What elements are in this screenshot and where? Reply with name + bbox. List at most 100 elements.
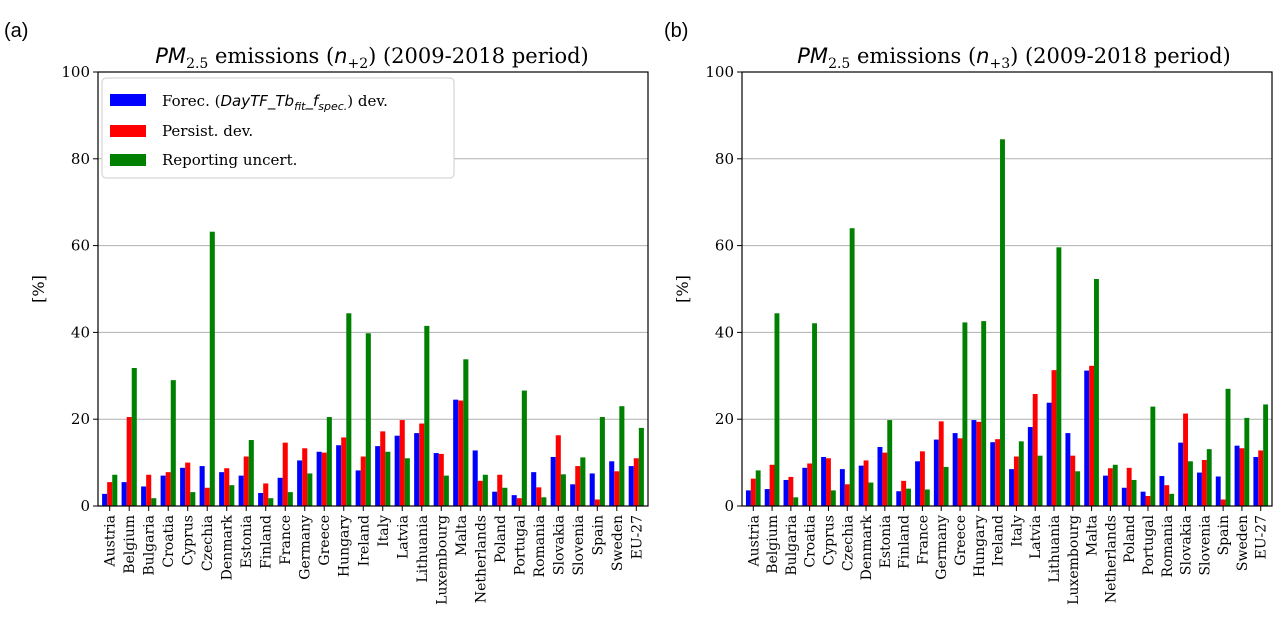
bar-persistence-romania xyxy=(1164,485,1170,506)
bar-forecast-france xyxy=(915,461,920,506)
y-tick-label: 40 xyxy=(715,323,734,341)
bar-persistence-italy xyxy=(1013,456,1019,506)
bar-persistence-portugal xyxy=(1145,496,1151,506)
bar-forecast-romania xyxy=(1159,476,1165,506)
x-tick-label-slovenia: Slovenia xyxy=(571,515,587,576)
bar-persistence-czechia xyxy=(204,487,210,506)
bar-forecast-bulgaria xyxy=(141,486,147,506)
bar-reporting-belgium xyxy=(774,313,780,506)
bar-persistence-czechia xyxy=(844,484,850,506)
bar-persistence-denmark xyxy=(863,460,869,506)
bar-reporting-finland xyxy=(906,488,911,506)
bar-persistence-cyprus xyxy=(185,462,191,506)
bar-forecast-netherlands xyxy=(1103,475,1108,506)
bar-forecast-finland xyxy=(258,492,264,506)
x-tick-label-luxembourg: Luxembourg xyxy=(434,515,450,605)
bar-reporting-malta xyxy=(1094,279,1099,506)
x-tick-label-czechia: Czechia xyxy=(200,515,216,571)
x-tick-label-finland: Finland xyxy=(897,515,913,569)
bar-persistence-greece xyxy=(957,438,963,506)
x-tick-label-france: France xyxy=(915,515,931,565)
bar-forecast-ireland xyxy=(355,470,361,506)
bar-reporting-france xyxy=(287,492,293,506)
bar-reporting-czechia xyxy=(849,228,855,507)
bar-reporting-lithuania xyxy=(424,325,430,506)
bar-forecast-cyprus xyxy=(821,456,827,506)
bar-reporting-finland xyxy=(268,498,274,506)
x-tick-label-malta: Malta xyxy=(454,515,470,556)
y-tick-label: 80 xyxy=(715,150,734,168)
y-tick-label: 100 xyxy=(61,63,90,81)
bar-reporting-cyprus xyxy=(830,490,836,506)
bar-persistence-eu-27 xyxy=(633,458,639,506)
bar-persistence-poland xyxy=(1126,467,1132,506)
bar-reporting-hungary xyxy=(346,313,352,506)
bar-reporting-eu-27 xyxy=(1263,404,1269,506)
x-tick-label-estonia: Estonia xyxy=(878,515,894,568)
bar-forecast-italy xyxy=(1009,469,1014,506)
bar-reporting-netherlands xyxy=(482,474,488,506)
bar-persistence-portugal xyxy=(516,498,522,506)
y-tick-label: 40 xyxy=(71,323,90,341)
x-tick-label-sweden: Sweden xyxy=(1235,515,1251,571)
y-tick-label: 20 xyxy=(71,410,90,428)
bar-reporting-croatia xyxy=(170,380,176,506)
bar-persistence-poland xyxy=(497,474,503,506)
x-tick-label-germany: Germany xyxy=(934,515,950,580)
x-tick-label-netherlands: Netherlands xyxy=(473,515,489,603)
panel-a-title: PM2.5 emissions (n+2) (2009-2018 period) xyxy=(155,44,588,72)
bar-reporting-ireland xyxy=(1000,139,1005,506)
legend-box xyxy=(101,77,455,179)
y-tick-label: 0 xyxy=(724,497,734,515)
x-tick-label-italy: Italy xyxy=(1009,515,1025,547)
bar-forecast-slovenia xyxy=(1197,472,1202,506)
bar-persistence-austria xyxy=(750,478,756,506)
bar-persistence-italy xyxy=(380,431,386,506)
panel-a-grid xyxy=(98,158,648,420)
bar-persistence-hungary xyxy=(341,437,347,506)
x-tick-label-lithuania: Lithuania xyxy=(1047,515,1063,583)
x-tick-label-croatia: Croatia xyxy=(161,515,177,568)
x-tick-label-malta: Malta xyxy=(1085,515,1101,556)
bar-persistence-slovenia xyxy=(575,466,581,506)
bar-reporting-belgium xyxy=(131,367,137,506)
bar-reporting-portugal xyxy=(521,390,527,506)
bar-forecast-latvia xyxy=(394,435,400,506)
bar-persistence-france xyxy=(919,451,925,506)
y-tick-label: 100 xyxy=(705,63,734,81)
bar-forecast-malta xyxy=(453,399,459,506)
bar-persistence-slovenia xyxy=(1201,460,1207,506)
bar-persistence-malta xyxy=(1089,365,1095,506)
y-tick-label: 80 xyxy=(71,150,90,168)
bar-reporting-romania xyxy=(541,497,547,506)
bar-forecast-belgium xyxy=(121,482,127,506)
bar-forecast-hungary xyxy=(336,445,342,506)
bar-forecast-greece xyxy=(952,433,958,506)
bar-forecast-austria xyxy=(102,493,108,506)
bar-forecast-sweden xyxy=(609,461,615,506)
bar-reporting-luxembourg xyxy=(443,475,449,506)
x-tick-label-eu-27: EU-27 xyxy=(1254,515,1270,559)
bar-reporting-latvia xyxy=(404,458,410,506)
x-tick-label-germany: Germany xyxy=(298,515,314,580)
bar-reporting-france xyxy=(924,489,930,506)
x-tick-label-latvia: Latvia xyxy=(395,515,411,559)
legend-swatch-forecast xyxy=(110,94,146,106)
bar-forecast-croatia xyxy=(160,475,166,506)
x-tick-label-romania: Romania xyxy=(532,515,548,577)
x-tick-label-italy: Italy xyxy=(376,515,392,547)
bar-forecast-spain xyxy=(1215,476,1221,506)
bar-persistence-belgium xyxy=(769,464,775,506)
bar-reporting-slovenia xyxy=(1206,449,1212,506)
bar-persistence-austria xyxy=(107,482,113,506)
panel-b-yticks: 0 20 40 60 80 100 xyxy=(705,63,742,515)
x-tick-label-belgium: Belgium xyxy=(122,515,138,574)
bar-reporting-croatia xyxy=(812,323,817,506)
bar-forecast-malta xyxy=(1084,370,1090,506)
x-tick-label-poland: Poland xyxy=(493,515,509,563)
bar-forecast-eu-27 xyxy=(628,466,634,506)
bar-forecast-spain xyxy=(589,473,595,506)
legend-swatch-reporting xyxy=(110,154,146,166)
bar-reporting-austria xyxy=(755,470,761,506)
